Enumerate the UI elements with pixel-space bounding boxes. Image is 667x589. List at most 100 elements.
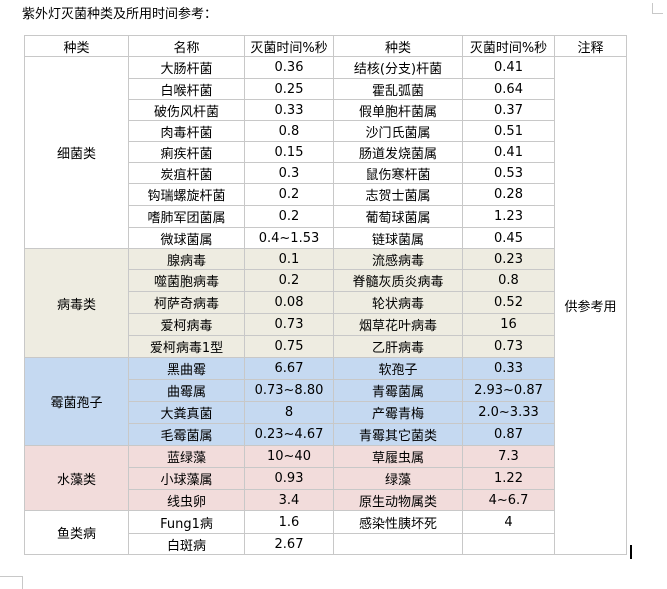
table-row: 线虫卵 3.4 原生动物属类 4~6.7 bbox=[25, 489, 627, 511]
sterilization-time: 0.08 bbox=[244, 291, 334, 314]
sterilization-time: 0.33 bbox=[244, 99, 334, 121]
sterilization-time: 0.25 bbox=[244, 78, 334, 100]
table-row: 细菌类 大肠杆菌 0.36 结核(分支)杆菌 0.41 供参考用 bbox=[24, 56, 627, 555]
organism-name: 柯萨奇病毒 bbox=[128, 291, 245, 314]
sterilization-table: 种类 名称 灭菌时间%秒 种类 灭菌时间%秒 注释 细菌类 大肠杆菌 0.36 结核(… bbox=[24, 35, 627, 555]
sterilization-time: 0.4~1.53 bbox=[244, 227, 334, 249]
organism-name: 噬菌胞病毒 bbox=[128, 269, 245, 292]
organism-kind: 结核(分支)杆菌 bbox=[333, 56, 463, 79]
table-row: 病毒类 腺病毒 0.1 流感病毒 0.23 bbox=[24, 248, 627, 358]
table-row: 爱柯病毒 0.73 烟草花叶病毒 16 bbox=[25, 313, 627, 336]
organism-name: 白斑病 bbox=[128, 533, 245, 555]
sterilization-time-2: 1.23 bbox=[462, 205, 555, 228]
organism-name: 黑曲霉 bbox=[128, 357, 245, 380]
organism-name: 破伤风杆菌 bbox=[128, 99, 245, 121]
table-row: 小球藻属 0.93 绿藻 1.22 bbox=[25, 467, 627, 490]
sterilization-time-2: 0.8 bbox=[462, 269, 555, 292]
organism-name: 爱柯病毒1型 bbox=[128, 335, 245, 358]
sterilization-time-2: 4 bbox=[462, 510, 555, 534]
organism-kind bbox=[333, 533, 463, 555]
organism-name: 白喉杆菌 bbox=[128, 78, 245, 100]
organism-kind: 原生动物属类 bbox=[333, 489, 463, 511]
category-cell: 细菌类 bbox=[24, 56, 129, 249]
table-row: 毛霉菌属 0.23~4.67 青霉其它菌类 0.87 bbox=[25, 423, 627, 446]
organism-kind: 肠道发烧菌属 bbox=[333, 141, 463, 163]
table-row: 白斑病 2.67 bbox=[25, 533, 627, 555]
organism-kind: 青霉菌属 bbox=[333, 379, 463, 402]
sterilization-time-2: 0.33 bbox=[462, 357, 555, 380]
organism-name: 钩瑞螺旋杆菌 bbox=[128, 183, 245, 206]
table-header-row: 种类 名称 灭菌时间%秒 种类 灭菌时间%秒 注释 bbox=[24, 35, 627, 57]
organism-name: 嗜肺军团菌属 bbox=[128, 205, 245, 228]
organism-kind: 烟草花叶病毒 bbox=[333, 313, 463, 336]
sterilization-time-2: 0.41 bbox=[462, 56, 555, 79]
sterilization-time-2: 0.37 bbox=[462, 99, 555, 121]
table-row: 霉菌孢子 黑曲霉 6.67 软孢子 0.33 bbox=[24, 357, 627, 446]
sterilization-time: 1.6 bbox=[244, 510, 334, 534]
header-note: 注释 bbox=[554, 35, 627, 57]
header-category: 种类 bbox=[24, 35, 129, 57]
organism-name: 微球菌属 bbox=[128, 227, 245, 249]
organism-name: 毛霉菌属 bbox=[128, 423, 245, 446]
sterilization-time: 0.2 bbox=[244, 183, 334, 206]
sterilization-time-2: 1.22 bbox=[462, 467, 555, 490]
organism-kind: 青霉其它菌类 bbox=[333, 423, 463, 446]
sterilization-time: 10~40 bbox=[244, 445, 334, 468]
organism-name: 痢疾杆菌 bbox=[128, 141, 245, 163]
category-cell: 水藻类 bbox=[24, 445, 129, 511]
sterilization-time: 0.93 bbox=[244, 467, 334, 490]
table-row: 钩瑞螺旋杆菌 0.2 志贺士菌属 0.28 bbox=[25, 183, 627, 206]
sterilization-time-2: 0.23 bbox=[462, 248, 555, 270]
table-row: 嗜肺军团菌属 0.2 葡萄球菌属 1.23 bbox=[25, 205, 627, 228]
sterilization-time-2: 0.64 bbox=[462, 78, 555, 100]
sterilization-time: 2.67 bbox=[244, 533, 334, 555]
organism-kind: 鼠伤寒杆菌 bbox=[333, 162, 463, 184]
organism-name: 肉毒杆菌 bbox=[128, 120, 245, 142]
sterilization-time-2: 2.0~3.33 bbox=[462, 401, 555, 424]
sterilization-time: 0.3 bbox=[244, 162, 334, 184]
header-name: 名称 bbox=[128, 35, 245, 57]
sterilization-time-2: 0.53 bbox=[462, 162, 555, 184]
sterilization-time-2: 0.51 bbox=[462, 120, 555, 142]
sterilization-time: 6.67 bbox=[244, 357, 334, 380]
organism-kind: 草履虫属 bbox=[333, 445, 463, 468]
table-row: 柯萨奇病毒 0.08 轮状病毒 0.52 bbox=[25, 291, 627, 314]
organism-kind: 沙门氏菌属 bbox=[333, 120, 463, 142]
page-title: 紫外灯灭菌种类及所用时间参考： bbox=[22, 7, 218, 22]
sterilization-time-2: 0.45 bbox=[462, 227, 555, 249]
organism-name: 腺病毒 bbox=[128, 248, 245, 270]
sterilization-time-2: 0.73 bbox=[462, 335, 555, 358]
organism-kind: 霍乱弧菌 bbox=[333, 78, 463, 100]
organism-kind: 乙肝病毒 bbox=[333, 335, 463, 358]
organism-kind: 绿藻 bbox=[333, 467, 463, 490]
sterilization-time-2 bbox=[462, 533, 555, 555]
sterilization-time: 0.36 bbox=[244, 56, 334, 79]
header-time-2: 灭菌时间%秒 bbox=[462, 35, 555, 57]
table-row: 痢疾杆菌 0.15 肠道发烧菌属 0.41 bbox=[25, 141, 627, 163]
sterilization-time: 0.2 bbox=[244, 205, 334, 228]
sterilization-time-2: 0.52 bbox=[462, 291, 555, 314]
sterilization-time-2: 0.87 bbox=[462, 423, 555, 446]
organism-name: 炭疽杆菌 bbox=[128, 162, 245, 184]
page-corner-mark bbox=[652, 3, 663, 14]
header-time: 灭菌时间%秒 bbox=[244, 35, 334, 57]
organism-name: 大粪真菌 bbox=[128, 401, 245, 424]
organism-kind: 志贺士菌属 bbox=[333, 183, 463, 206]
table-row: 肉毒杆菌 0.8 沙门氏菌属 0.51 bbox=[25, 120, 627, 142]
organism-name: 小球藻属 bbox=[128, 467, 245, 490]
note-cell: 供参考用 bbox=[554, 56, 627, 555]
sterilization-time: 0.8 bbox=[244, 120, 334, 142]
sterilization-time-2: 0.28 bbox=[462, 183, 555, 206]
organism-kind: 感染性胰坏死 bbox=[333, 510, 463, 534]
organism-kind: 产霉青梅 bbox=[333, 401, 463, 424]
sterilization-time-2: 0.41 bbox=[462, 141, 555, 163]
organism-kind: 软孢子 bbox=[333, 357, 463, 380]
organism-name: 爱柯病毒 bbox=[128, 313, 245, 336]
table-row: 鱼类病 Fung1病 1.6 感染性胰坏死 4 bbox=[24, 510, 627, 555]
organism-kind: 假单胞杆菌属 bbox=[333, 99, 463, 121]
sterilization-time-2: 4~6.7 bbox=[462, 489, 555, 511]
organism-kind: 葡萄球菌属 bbox=[333, 205, 463, 228]
table-row: 炭疽杆菌 0.3 鼠伤寒杆菌 0.53 bbox=[25, 162, 627, 184]
organism-name: 曲霉属 bbox=[128, 379, 245, 402]
organism-name: Fung1病 bbox=[128, 510, 245, 534]
